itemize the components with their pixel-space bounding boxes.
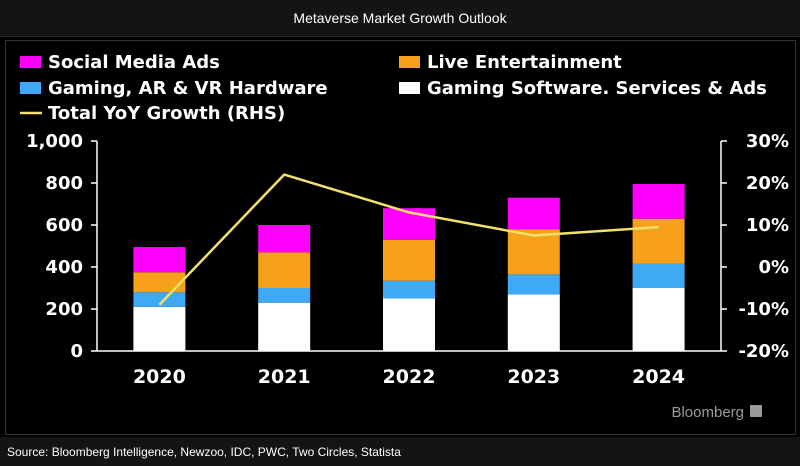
legend-swatch-social-media-ads	[20, 56, 41, 68]
bar-hardware-2021	[258, 288, 311, 303]
bar-social-media-ads-2020	[133, 247, 186, 273]
source-note: Source: Bloomberg Intelligence, Newzoo, …	[0, 437, 800, 466]
y-tick-label: 1,000	[26, 131, 83, 152]
x-tick-label: 2023	[507, 366, 560, 388]
bar-social-media-ads-2023	[507, 197, 560, 230]
bar-hardware-2022	[383, 280, 435, 299]
legend-swatch-hardware	[20, 82, 41, 94]
bar-live-entertainment-2022	[383, 239, 435, 281]
bar-live-entertainment-2021	[258, 252, 311, 288]
x-tick-label: 2024	[632, 366, 685, 388]
y2-tick-label: 0%	[758, 257, 789, 278]
bloomberg-logo-icon	[750, 405, 762, 417]
bar-gaming-software-2020	[133, 306, 186, 351]
bar-live-entertainment-2020	[133, 272, 186, 293]
chart-title: Metaverse Market Growth Outlook	[0, 0, 800, 37]
y-tick-label: 200	[45, 299, 83, 320]
bar-hardware-2024	[632, 263, 685, 288]
bar-live-entertainment-2024	[632, 218, 685, 264]
y2-tick-label: -20%	[738, 341, 789, 362]
x-tick-label: 2022	[383, 366, 436, 388]
legend-swatch-gaming-software	[399, 82, 420, 94]
y2-tick-label: 20%	[746, 173, 789, 194]
chart-canvas: Social Media Ads Live Entertainment Gaming…	[20, 52, 789, 421]
bar-gaming-software-2022	[383, 298, 435, 351]
yoy-growth-line	[158, 173, 659, 306]
y-tick-label: 800	[45, 173, 83, 194]
bar-gaming-software-2023	[507, 294, 560, 351]
bar-social-media-ads-2021	[258, 225, 311, 253]
legend-swatch-live-entertainment	[399, 56, 420, 68]
bar-gaming-software-2024	[632, 288, 685, 351]
x-tick-label: 2021	[258, 366, 311, 388]
y2-tick-label: 30%	[746, 131, 789, 152]
bar-social-media-ads-2024	[632, 184, 685, 219]
bar-hardware-2023	[507, 274, 560, 295]
y2-tick-label: -10%	[738, 299, 789, 320]
bar-hardware-2020	[133, 292, 186, 307]
bar-gaming-software-2021	[258, 302, 311, 351]
legend-label-gaming-software: Gaming Software. Services & Ads	[427, 78, 767, 99]
x-tick-label: 2020	[133, 366, 186, 388]
y-tick-label: 0	[70, 341, 83, 362]
y-tick-label: 400	[45, 257, 83, 278]
legend-label-social-media-ads: Social Media Ads	[48, 52, 220, 73]
bloomberg-logo-text: Bloomberg	[671, 404, 744, 421]
legend-label-live-entertainment: Live Entertainment	[427, 52, 622, 73]
y-tick-label: 600	[45, 215, 83, 236]
y2-tick-label: 10%	[746, 215, 789, 236]
legend-label-yoy-line: Total YoY Growth (RHS)	[48, 103, 285, 124]
chart-panel: Social Media Ads Live Entertainment Gaming…	[5, 40, 796, 435]
legend-label-hardware: Gaming, AR & VR Hardware	[48, 78, 328, 99]
